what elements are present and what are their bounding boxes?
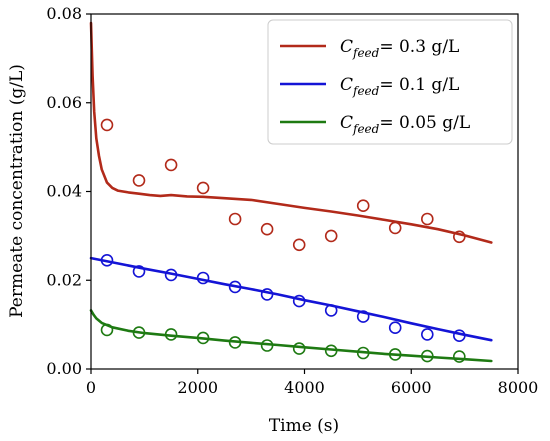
series-2 [89, 253, 493, 343]
series-2-point [260, 288, 274, 301]
y-tick-label: 0.00 [46, 359, 82, 378]
series-1-point [388, 221, 402, 235]
y-tick-label: 0.08 [46, 4, 82, 23]
y-tick-label: 0.02 [46, 270, 82, 289]
series-1-point [260, 222, 274, 236]
series-2-point [132, 265, 146, 278]
series-3 [89, 309, 493, 363]
series-1 [89, 21, 493, 252]
series-2-point [100, 253, 114, 267]
y-tick-label: 0.06 [46, 93, 82, 112]
x-tick-label: 4000 [284, 378, 325, 397]
series-1-point [324, 229, 338, 243]
x-axis-label: Time (s) [269, 416, 339, 436]
x-tick-label: 0 [86, 378, 96, 397]
series-2-line [89, 256, 493, 342]
series-2-point [324, 304, 338, 317]
legend-label-2: Cfeed= 0.1 g/L [340, 75, 459, 98]
series-2-point [292, 294, 306, 308]
legend-label-3: Cfeed= 0.05 g/L [340, 113, 470, 136]
series-1-point [228, 212, 242, 226]
x-tick-label: 2000 [177, 378, 218, 397]
series-1-point [292, 238, 306, 252]
series-1-point [420, 212, 434, 226]
series-3-point [292, 342, 306, 355]
series-3-line [89, 309, 493, 363]
series-3-point [324, 344, 338, 358]
y-tick-label: 0.04 [46, 182, 82, 201]
series-2-point [228, 280, 242, 294]
series-2-point [388, 321, 402, 335]
x-tick-label: 8000 [498, 378, 539, 397]
legend: Cfeed= 0.3 g/L Cfeed= 0.1 g/L Cfeed= 0.05 … [267, 19, 513, 145]
plot-marks [89, 21, 493, 363]
series-3-point [356, 346, 370, 360]
series-3-point [260, 339, 274, 352]
series-3-point [196, 331, 210, 345]
series-1-point [132, 174, 146, 187]
series-1-point [100, 118, 114, 132]
series-1-point [452, 230, 466, 244]
series-1-line [89, 21, 493, 244]
x-tick-label: 6000 [391, 378, 432, 397]
series-3-point [164, 328, 178, 341]
series-2-point [164, 268, 178, 282]
series-3-point [452, 350, 466, 363]
series-2-point [420, 328, 434, 341]
axis-ticks: 0 2000 4000 6000 8000 0.00 0.02 0.04 0.06 0.08 [46, 4, 538, 397]
series-1-point [196, 181, 210, 195]
series-3-point [100, 323, 114, 337]
series-2-point [452, 329, 466, 343]
series-3-point [420, 349, 434, 363]
series-3-point [132, 326, 146, 339]
series-1-point [356, 199, 370, 212]
series-2-point [196, 271, 210, 285]
series-1-point [164, 158, 178, 172]
series-2-point [356, 310, 370, 323]
legend-box [267, 19, 513, 145]
series-3-point [228, 336, 242, 349]
legend-label-1: Cfeed= 0.3 g/L [340, 37, 459, 60]
y-axis-label: Permeate concentration (g/L) [7, 64, 27, 318]
series-3-point [388, 348, 402, 361]
